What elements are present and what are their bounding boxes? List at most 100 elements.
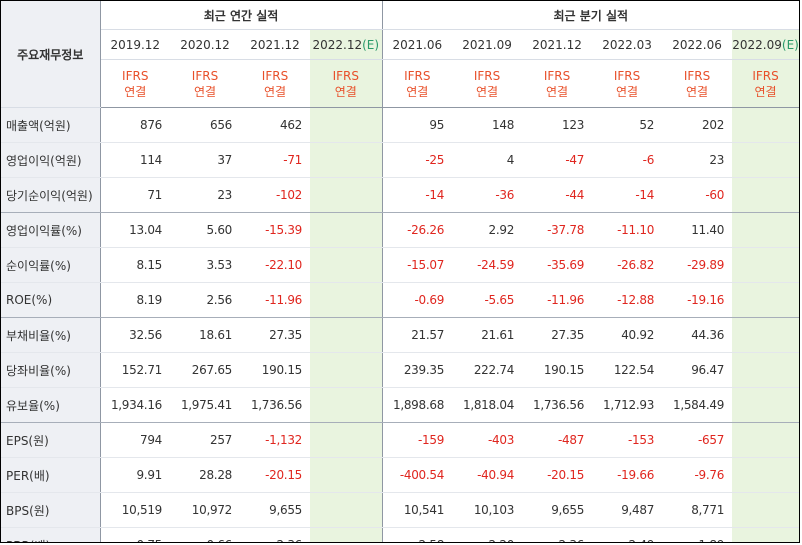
annual-group-header: 최근 연간 실적 <box>100 1 383 30</box>
value-cell: -47 <box>522 142 593 178</box>
value-cell: -22.10 <box>240 247 310 283</box>
value-cell: 2.36 <box>240 527 310 542</box>
estimate-cell <box>310 422 383 458</box>
value-cell: 21.57 <box>381 317 453 353</box>
row-label: PBR(배) <box>1 527 101 542</box>
value-cell: 23 <box>662 142 733 178</box>
table-row: 당좌비율(%) 152.71 267.65 190.15 239.35 222.74 190… <box>1 352 799 388</box>
value-cell: -26.26 <box>381 212 453 248</box>
value-cell: -15.39 <box>240 212 310 248</box>
value-cell: 122.54 <box>592 352 663 388</box>
estimate-marker: (E) <box>781 37 799 52</box>
value-cell: 10,972 <box>170 492 240 528</box>
estimate-cell <box>310 527 383 542</box>
value-cell: 9,487 <box>592 492 663 528</box>
value-cell: -6 <box>592 142 663 178</box>
table-row: 유보율(%) 1,934.16 1,975.41 1,736.56 1,898.68 1,… <box>1 387 799 423</box>
value-cell: -60 <box>662 177 733 213</box>
row-label: 매출액(억원) <box>1 107 101 143</box>
period-header: 2022.06 <box>662 29 733 60</box>
table-row: 순이익률(%) 8.15 3.53 -22.10 -15.07 -24.59 -35.69-… <box>1 247 799 283</box>
value-cell: 5.60 <box>170 212 240 248</box>
value-cell: -44 <box>522 177 593 213</box>
value-cell: -14 <box>381 177 453 213</box>
value-cell: 10,541 <box>381 492 453 528</box>
value-cell: 10,103 <box>452 492 523 528</box>
estimate-cell <box>310 212 383 248</box>
value-cell: -9.76 <box>662 457 733 493</box>
period-header: 2021.12 <box>240 29 310 60</box>
value-cell: 1,584.49 <box>662 387 733 423</box>
value-cell: -26.82 <box>592 247 663 283</box>
value-cell: 239.35 <box>381 352 453 388</box>
value-cell: 52 <box>592 107 663 143</box>
table-row: 영업이익(억원) 114 37 -71 -25 4 -47 -6 23 <box>1 142 799 178</box>
estimate-cell <box>732 282 799 318</box>
ifrs-consolidated-label: IFRS 연결 <box>170 59 240 108</box>
value-cell: 96.47 <box>662 352 733 388</box>
value-cell: 2.58 <box>381 527 453 542</box>
value-cell: 2.20 <box>452 527 523 542</box>
quarter-group-header: 최근 분기 실적 <box>381 1 799 30</box>
estimate-cell <box>310 177 383 213</box>
value-cell: -11.10 <box>592 212 663 248</box>
ifrs-consolidated-label: IFRS 연결 <box>240 59 310 108</box>
row-label: PER(배) <box>1 457 101 493</box>
value-cell: -403 <box>452 422 523 458</box>
value-cell: -14 <box>592 177 663 213</box>
value-cell: 3.53 <box>170 247 240 283</box>
consolidated-label: 연결 <box>124 84 147 99</box>
period-header: 2019.12 <box>100 29 170 60</box>
consolidated-label: 연결 <box>193 84 217 99</box>
estimate-cell <box>732 212 799 248</box>
period-header: 2021.06 <box>381 29 453 60</box>
period-header: 2020.12 <box>170 29 240 60</box>
ifrs-label: IFRS <box>543 68 571 83</box>
consolidated-label: 연결 <box>334 84 357 99</box>
ifrs-label: IFRS <box>613 68 641 83</box>
estimate-cell <box>732 142 799 178</box>
value-cell: 10,519 <box>100 492 170 528</box>
estimate-cell <box>732 492 799 528</box>
value-cell: 1,818.04 <box>452 387 523 423</box>
period-header: 2022.03 <box>592 29 663 60</box>
value-cell: -40.94 <box>452 457 523 493</box>
ifrs-consolidated-label: IFRS 연결 <box>522 59 593 108</box>
period-header-estimate: 2022.09(E) <box>732 29 799 60</box>
estimate-cell <box>310 492 383 528</box>
label-column-header: 주요재무정보 <box>1 1 101 108</box>
estimate-cell <box>732 352 799 388</box>
value-cell: -1,132 <box>240 422 310 458</box>
value-cell: 0.75 <box>100 527 170 542</box>
value-cell: 190.15 <box>240 352 310 388</box>
value-cell: 152.71 <box>100 352 170 388</box>
value-cell: 1.89 <box>662 527 733 542</box>
value-cell: 656 <box>170 107 240 143</box>
value-cell: -20.15 <box>240 457 310 493</box>
ifrs-label: IFRS <box>683 68 711 83</box>
value-cell: 123 <box>522 107 593 143</box>
period-label: 2022.09 <box>732 37 782 52</box>
table-row: PER(배) 9.91 28.28 -20.15 -400.54 -40.94 -20.15… <box>1 457 799 493</box>
value-cell: 95 <box>381 107 453 143</box>
row-label: 유보율(%) <box>1 387 101 423</box>
row-label: ROE(%) <box>1 282 101 318</box>
estimate-cell <box>732 177 799 213</box>
consolidated-label: 연결 <box>546 84 569 99</box>
table-row: 매출액(억원) 876 656 462 95 148 123 52 202 <box>1 107 799 143</box>
ifrs-consolidated-label: IFRS 연결 <box>662 59 733 108</box>
estimate-marker: (E) <box>362 37 380 52</box>
value-cell: 44.36 <box>662 317 733 353</box>
estimate-cell <box>310 352 383 388</box>
value-cell: 40.92 <box>592 317 663 353</box>
value-cell: -36 <box>452 177 523 213</box>
value-cell: 4 <box>452 142 523 178</box>
table-row: 영업이익률(%) 13.04 5.60 -15.39 -26.26 2.92 -37.78-… <box>1 212 799 248</box>
estimate-cell <box>732 107 799 143</box>
value-cell: 37 <box>170 142 240 178</box>
estimate-cell <box>310 107 383 143</box>
table-row: EPS(원) 794 257 -1,132 -159 -403 -487 -153 -657 <box>1 422 799 458</box>
value-cell: 11.40 <box>662 212 733 248</box>
ifrs-label: IFRS <box>752 68 779 83</box>
